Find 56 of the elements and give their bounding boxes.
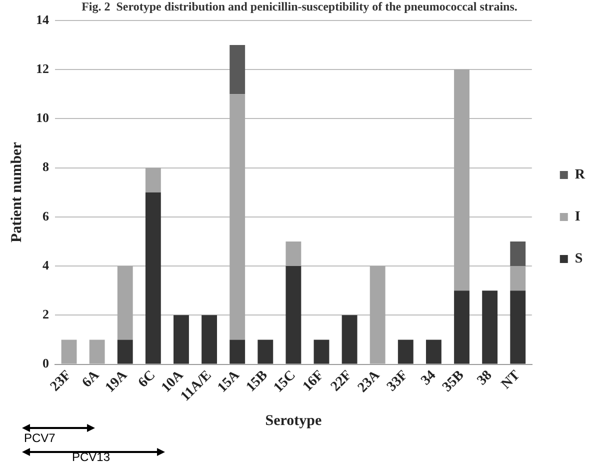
- bar: [230, 44, 246, 94]
- x-tick-label: 34: [418, 368, 440, 388]
- bar: [202, 315, 217, 364]
- bar: [314, 340, 330, 364]
- bar: [426, 340, 442, 364]
- x-tick-label: 15C: [271, 368, 299, 396]
- x-tick-label: 35B: [440, 368, 468, 396]
- x-tick-label: 6C: [136, 368, 159, 391]
- x-tick-label: 38: [474, 368, 496, 388]
- y-tick-label: 0: [42, 356, 49, 371]
- x-tick-label: 16F: [300, 368, 327, 395]
- chart-title: Fig. 2 Serotype distribution and penicillin-susceptibility of the pneumococcal strains.: [82, 0, 518, 14]
- x-axis-title: Serotype: [265, 412, 322, 429]
- y-tick-label: 12: [36, 60, 49, 76]
- y-tick-label: 8: [42, 159, 50, 174]
- y-axis-title: Patient number: [8, 142, 25, 243]
- bar: [61, 340, 77, 364]
- bar: [370, 266, 386, 364]
- bar: [286, 241, 302, 266]
- bar: [117, 266, 133, 340]
- x-tick-label: 23A: [355, 367, 384, 396]
- bar: [89, 340, 105, 364]
- bar: [258, 340, 274, 364]
- bar: [174, 315, 189, 364]
- y-tick-label: 10: [36, 110, 49, 126]
- y-tick-label: 4: [42, 257, 50, 272]
- x-tick-label: 19A: [102, 367, 132, 396]
- bar: [398, 340, 414, 364]
- bar: [286, 266, 302, 364]
- x-tick-label: 33F: [384, 368, 412, 395]
- bar: [510, 266, 526, 291]
- x-tick-label: 22F: [328, 368, 355, 395]
- text: PCV13: [72, 450, 110, 464]
- text: PCV7: [24, 431, 56, 445]
- bar: [454, 290, 470, 364]
- x-tick-label: 15A: [215, 367, 244, 396]
- x-tick-label: NT: [498, 368, 524, 392]
- x-tick-label: 23F: [48, 368, 74, 395]
- legend-label: S: [574, 252, 583, 267]
- bar: [145, 168, 161, 192]
- x-tick-label: 15B: [244, 368, 271, 396]
- bar: [510, 290, 526, 364]
- bar: [230, 340, 246, 364]
- bar: [145, 192, 161, 364]
- x-tick-label: 6A: [80, 367, 104, 391]
- bar: [230, 94, 246, 340]
- y-tick-label: 2: [42, 306, 49, 322]
- bar: [510, 241, 526, 266]
- y-tick-label: 14: [36, 12, 50, 27]
- bar: [117, 340, 133, 364]
- bar: [342, 315, 358, 364]
- legend-label: R: [574, 168, 586, 183]
- y-tick-label: 6: [42, 208, 50, 224]
- bar: [482, 290, 498, 364]
- legend-label: I: [574, 210, 580, 225]
- bar: [454, 70, 470, 291]
